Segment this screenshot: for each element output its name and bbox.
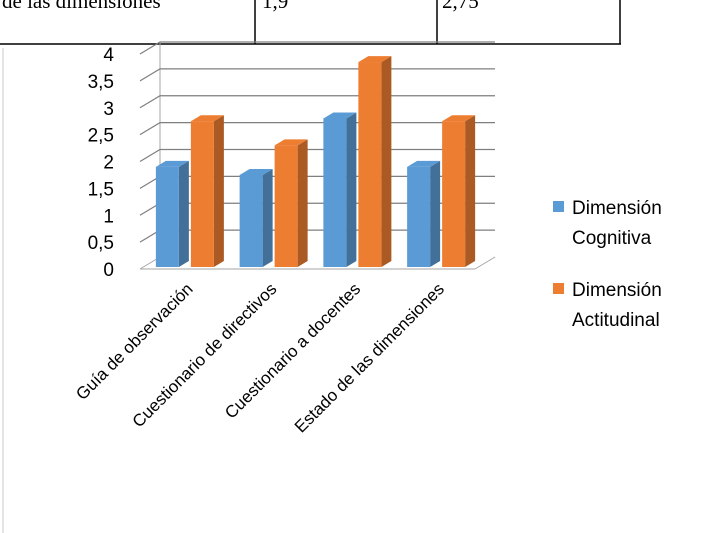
bar-top (239, 168, 273, 175)
bars (155, 56, 476, 267)
bar (239, 174, 263, 267)
bar (155, 166, 179, 267)
y-tick-label: 2,5 (88, 126, 114, 147)
floor-edge-right (474, 256, 496, 270)
bar-top (407, 160, 441, 167)
table-borders (0, 0, 621, 45)
x-tick-label: Estado de las dimensiones (291, 279, 448, 436)
bar (274, 145, 298, 267)
bar-side (297, 139, 308, 267)
legend-swatch (553, 283, 564, 294)
legend: Dimensión Cognitiva Dimensión Actitudinal (553, 198, 662, 331)
bar-top (190, 115, 224, 122)
gridline (139, 68, 495, 82)
bar-top (358, 56, 392, 63)
bar (190, 121, 214, 267)
table-cell: de las dimensiones (2, 0, 161, 13)
bar-side (178, 160, 189, 267)
bar (323, 118, 347, 267)
y-tick-label: 3,5 (88, 72, 114, 93)
bar (442, 121, 466, 267)
y-tick-label: 2 (103, 153, 114, 174)
bar (358, 62, 382, 267)
gridline (139, 95, 495, 109)
bar-top (442, 115, 476, 122)
bar (407, 166, 431, 267)
y-axis-ticks: 0 0,5 1 1,5 2 2,5 3 3,5 4 (88, 45, 115, 281)
bar-side (381, 56, 392, 267)
table-cell: 2,75 (442, 0, 479, 13)
bar-side (465, 115, 476, 267)
y-tick-label: 0,5 (88, 233, 114, 254)
bar-side (346, 112, 357, 267)
legend-label: Dimensión (572, 280, 662, 301)
table-cell: 1,9 (262, 0, 289, 13)
bar-side (262, 168, 273, 267)
x-tick-label: Cuestionario de directivos (129, 279, 281, 431)
legend-label: Dimensión (572, 198, 662, 219)
y-tick-label: 1,5 (88, 179, 114, 200)
bar-top (323, 112, 357, 119)
bar-side (213, 115, 224, 267)
y-tick-label: 3 (103, 99, 114, 120)
y-tick-label: 1 (103, 206, 114, 227)
legend-label: Cognitiva (572, 228, 652, 249)
legend-label: Actitudinal (572, 310, 660, 331)
bar-top (155, 160, 189, 167)
x-tick-label: Cuestionario a docentes (221, 279, 364, 422)
bar-top (274, 139, 308, 146)
legend-swatch (553, 201, 564, 212)
data-table-fragment: de las dimensiones 1,9 2,75 (0, 0, 707, 46)
bar-side (430, 160, 441, 267)
y-tick-label: 0 (103, 260, 114, 281)
gridline (139, 41, 495, 55)
y-tick-label: 4 (103, 45, 114, 66)
